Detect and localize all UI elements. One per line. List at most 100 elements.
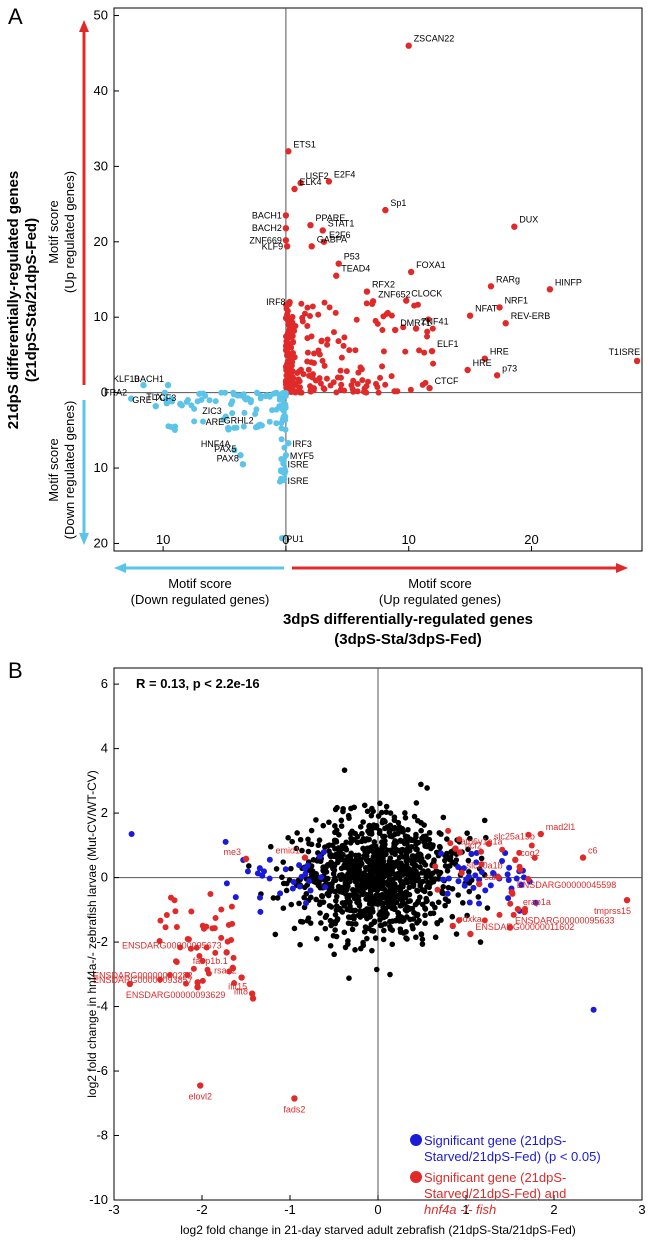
panel-b-point — [465, 857, 472, 864]
panel-a-point-up — [326, 304, 333, 311]
panel-a-point-label: BACH1 — [252, 210, 282, 220]
panel-b-point — [394, 847, 400, 854]
panel-a-labeled-point — [403, 297, 410, 304]
panel-a-labeled-point — [177, 400, 184, 408]
panel-a-point-up — [289, 319, 296, 326]
panel-a-point-down — [248, 397, 255, 404]
panel-a-point-down — [229, 398, 236, 405]
panel-a-labeled-point — [285, 148, 292, 155]
panel-a-point-up — [307, 387, 314, 394]
panel-a-point-label: DMRT1 — [400, 318, 431, 328]
panel-b-point — [371, 919, 378, 926]
panel-b-axes — [113, 668, 643, 1201]
panel-b-point — [432, 934, 439, 941]
panel-b-point — [347, 875, 354, 881]
panel-b-point-significant — [290, 878, 297, 885]
panel-b-point — [404, 871, 411, 878]
panel-b-point-label: ENSDARG00000011602 — [475, 922, 574, 932]
panel-b-point — [361, 802, 368, 809]
panel-b-point — [403, 928, 409, 935]
panel-b-point — [322, 914, 329, 921]
panel-b-point — [308, 871, 315, 878]
panel-b-point — [387, 926, 394, 932]
panel-b-point — [409, 905, 416, 912]
panel-b-point — [402, 847, 408, 854]
panel-a-point-up — [424, 333, 431, 340]
panel-b-point — [316, 837, 323, 843]
panel-b-point-significant-hnf4a — [499, 846, 506, 853]
panel-a-labeled-point — [325, 178, 333, 185]
panel-b-point — [389, 886, 396, 892]
panel-b-point — [315, 842, 322, 849]
panel-a-point-down — [280, 413, 287, 420]
panel-b-point-significant — [318, 874, 325, 881]
panel-b-point — [401, 895, 408, 901]
panel-b-point — [305, 915, 312, 921]
panel-b-point — [377, 800, 383, 807]
panel-b-point-significant — [455, 878, 462, 885]
panel-a-labeled-point — [286, 298, 293, 306]
panel-b-point-significant-hnf4a — [218, 906, 225, 913]
panel-b-point-significant — [490, 869, 497, 876]
panel-a-point-up — [311, 350, 318, 357]
panel-b-point-label: ifit15 — [228, 982, 247, 992]
panel-a-point-label: TEAD4 — [341, 264, 370, 274]
panel-b-point — [440, 890, 447, 897]
panel-a-y-tick-label: 10 — [94, 460, 108, 475]
panel-a-labeled-point — [493, 372, 501, 379]
panel-b-point — [388, 847, 394, 854]
panel-a-point-up — [341, 334, 348, 341]
panel-b-point — [355, 897, 362, 904]
panel-a-y-tick-label: 30 — [94, 158, 108, 173]
panel-a-tick-labels: 50 40 30 20 10 0 10 20 10 0 10 20 — [94, 8, 539, 551]
panel-b-point — [330, 871, 337, 877]
panel-b-point — [338, 817, 345, 824]
panel-b-point — [326, 848, 332, 854]
panel-b-point-significant — [438, 850, 445, 857]
panel-a-point-down — [196, 390, 203, 397]
panel-b-point — [335, 883, 342, 890]
panel-b-point-significant — [257, 908, 264, 915]
panel-b-point — [374, 887, 381, 894]
panel-b-point — [373, 966, 380, 973]
panel-b-point — [289, 838, 295, 845]
panel-a-point-label: MYF5 — [290, 451, 314, 461]
panel-b-labeled-point — [242, 855, 250, 863]
panel-a-labeled-point — [282, 212, 290, 219]
panel-a-point-down — [241, 409, 248, 416]
panel-b-point-significant — [505, 877, 512, 884]
panel-b-point-significant-hnf4a — [156, 937, 163, 944]
panel-b-point — [335, 854, 342, 861]
panel-b-point — [416, 851, 423, 857]
panel-b-point — [349, 870, 355, 877]
panel-a-point-label: RFX2 — [372, 280, 395, 290]
panel-a-labeled-point — [152, 403, 159, 410]
panel-a-point-down — [278, 425, 285, 432]
panel-b-point — [411, 813, 418, 820]
panel-a-x-arrow-left — [114, 563, 284, 573]
panel-b-labeled-point — [126, 980, 134, 988]
panel-a-point-label: PAX5 — [214, 444, 236, 454]
panel-a-labeled-point — [291, 185, 298, 193]
panel-b-point-label: me3 — [223, 847, 241, 857]
panel-b-point — [398, 890, 404, 897]
panel-b-point-significant — [476, 876, 483, 883]
panel-b-point — [368, 831, 375, 837]
panel-a-point-up — [424, 328, 431, 335]
panel-b-points — [126, 767, 631, 1102]
panel-a-labeled-point — [369, 298, 377, 305]
panel-b-point-significant — [532, 899, 539, 906]
panel-b-point — [356, 902, 363, 909]
panel-b-point — [322, 925, 329, 932]
panel-b-point-significant — [482, 887, 489, 894]
panel-b-point — [438, 917, 444, 923]
panel-b-point — [420, 833, 427, 840]
panel-b-point — [430, 910, 437, 916]
panel-a-point-up — [300, 371, 307, 378]
panel-b-y-axis-title: log2 fold change in hnf4a-/- zebrafish l… — [85, 770, 99, 1097]
panel-b-point — [442, 863, 449, 869]
panel-a-point-up — [407, 386, 414, 393]
panel-b-point — [379, 843, 386, 850]
panel-b-labeled-point — [449, 922, 456, 930]
panel-a-point-label: BACH1 — [134, 374, 164, 384]
